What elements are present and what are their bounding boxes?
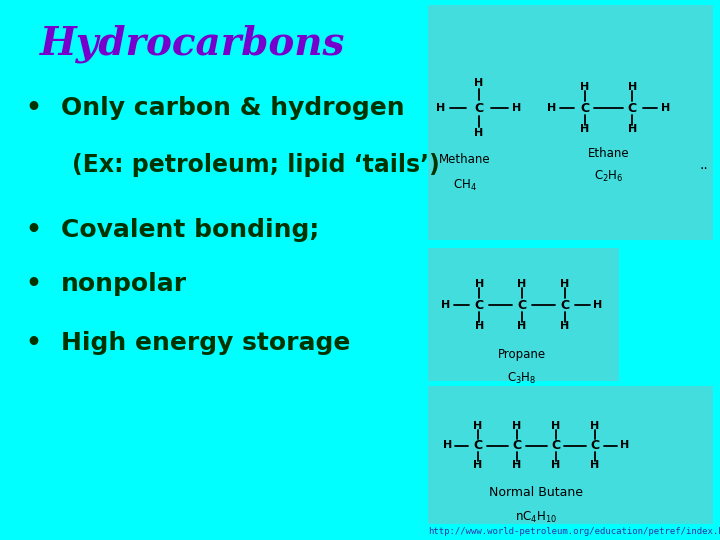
- Text: Methane: Methane: [439, 153, 491, 166]
- Text: H: H: [474, 127, 483, 138]
- Text: C: C: [474, 102, 483, 114]
- Text: C: C: [628, 102, 636, 114]
- Text: C$_3$H$_8$: C$_3$H$_8$: [508, 371, 536, 386]
- Text: H: H: [513, 103, 522, 113]
- Text: H: H: [474, 460, 482, 470]
- Text: (Ex: petroleum; lipid ‘tails’): (Ex: petroleum; lipid ‘tails’): [72, 153, 440, 177]
- Text: H: H: [474, 78, 483, 89]
- Text: H: H: [560, 279, 570, 289]
- Text: Only carbon & hydrogen: Only carbon & hydrogen: [61, 96, 405, 120]
- Text: ..: ..: [700, 158, 708, 172]
- Text: H: H: [552, 460, 560, 470]
- Text: Propane: Propane: [498, 348, 546, 361]
- Text: H: H: [661, 103, 670, 113]
- Text: H: H: [580, 82, 589, 92]
- Text: C: C: [552, 439, 560, 452]
- Text: H: H: [628, 82, 636, 92]
- Text: H: H: [436, 103, 445, 113]
- Text: H: H: [590, 460, 599, 470]
- Text: C: C: [474, 299, 484, 312]
- Text: H: H: [580, 124, 589, 134]
- Text: H: H: [474, 321, 484, 332]
- Text: C: C: [518, 299, 526, 312]
- Text: H: H: [513, 460, 521, 470]
- Text: C: C: [580, 102, 589, 114]
- Text: H: H: [518, 279, 526, 289]
- Text: •: •: [25, 218, 41, 241]
- Text: C: C: [474, 439, 482, 452]
- Text: •: •: [25, 96, 41, 120]
- Text: http://www.world-petroleum.org/education/petref/index.html: http://www.world-petroleum.org/education…: [428, 526, 720, 536]
- Text: High energy storage: High energy storage: [61, 331, 351, 355]
- Text: Hydrocarbons: Hydrocarbons: [40, 24, 345, 63]
- FancyBboxPatch shape: [428, 386, 713, 524]
- Text: C: C: [590, 439, 599, 452]
- Text: Normal Butane: Normal Butane: [490, 486, 583, 499]
- Text: H: H: [546, 103, 556, 113]
- Text: C$_2$H$_6$: C$_2$H$_6$: [593, 168, 624, 184]
- Text: Covalent bonding;: Covalent bonding;: [61, 218, 320, 241]
- Text: nonpolar: nonpolar: [61, 272, 187, 295]
- Text: H: H: [513, 421, 521, 431]
- Text: C: C: [560, 299, 570, 312]
- Text: H: H: [441, 300, 451, 310]
- Text: H: H: [518, 321, 526, 332]
- Text: •: •: [25, 272, 41, 295]
- Text: nC$_4$H$_{10}$: nC$_4$H$_{10}$: [516, 510, 557, 525]
- Text: H: H: [552, 421, 560, 431]
- Text: H: H: [621, 441, 629, 450]
- Text: •: •: [25, 331, 41, 355]
- Text: H: H: [628, 124, 636, 134]
- Text: H: H: [444, 441, 452, 450]
- Text: H: H: [474, 279, 484, 289]
- FancyBboxPatch shape: [428, 5, 713, 240]
- Text: H: H: [590, 421, 599, 431]
- FancyBboxPatch shape: [428, 248, 619, 381]
- Text: Ethane: Ethane: [588, 147, 629, 160]
- Text: H: H: [593, 300, 603, 310]
- Text: H: H: [560, 321, 570, 332]
- Text: C: C: [513, 439, 521, 452]
- Text: H: H: [474, 421, 482, 431]
- Text: CH$_4$: CH$_4$: [453, 178, 477, 193]
